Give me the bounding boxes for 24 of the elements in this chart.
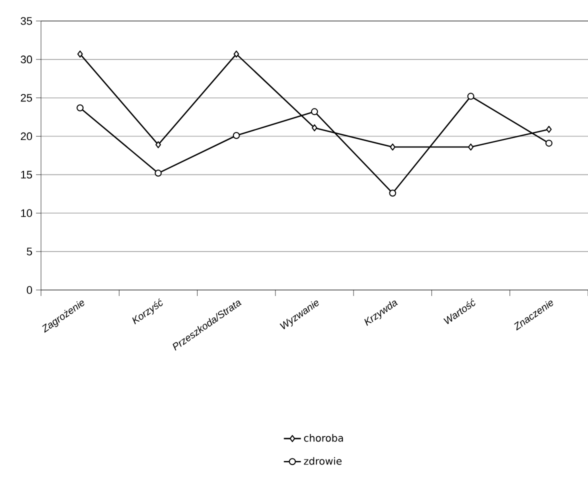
point: [390, 144, 396, 151]
point: [468, 144, 474, 151]
legend-label: choroba: [304, 434, 343, 442]
point: [76, 104, 84, 112]
legend-label: zdrowie: [304, 457, 342, 465]
point: [311, 108, 318, 116]
y-tick-label: 20: [20, 132, 32, 140]
y-tick-label: 35: [20, 17, 32, 25]
y-tick-label: 10: [21, 209, 32, 218]
point: [546, 126, 552, 133]
point: [234, 50, 240, 58]
y-tick-label: 25: [20, 94, 32, 102]
point: [154, 170, 162, 177]
point: [545, 140, 552, 147]
point: [467, 92, 474, 100]
y-tick-label: 5: [26, 248, 32, 256]
point: [155, 141, 161, 148]
y-tick-label: 15: [21, 170, 32, 179]
point: [77, 50, 83, 58]
point: [312, 124, 318, 132]
point: [389, 190, 396, 197]
y-tick-label: 30: [20, 56, 32, 64]
point: [232, 132, 240, 140]
y-tick-label: 0: [26, 286, 32, 294]
